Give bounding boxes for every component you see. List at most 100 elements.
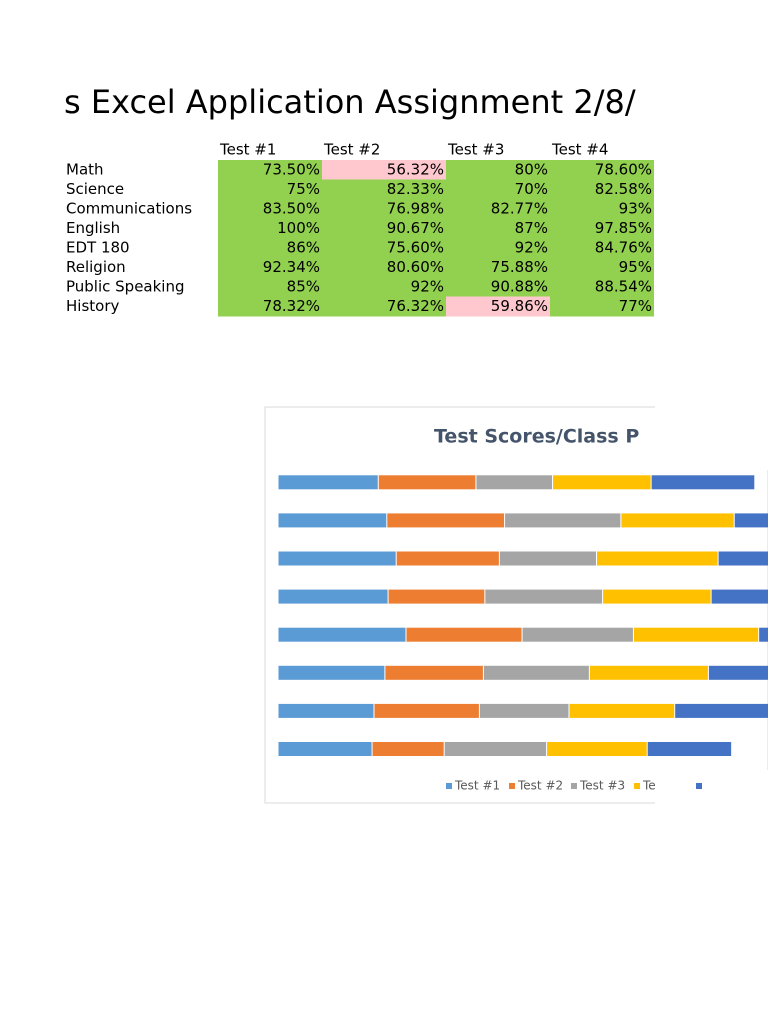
bar-segment: [278, 742, 372, 756]
row-label: Religion: [66, 258, 126, 276]
row-label: Public Speaking: [66, 277, 185, 295]
legend-swatch: [509, 783, 515, 789]
cell-fill: [322, 238, 446, 258]
bar-segment: [734, 513, 768, 528]
column-header: Test #2: [323, 141, 380, 159]
cell-value: 70%: [515, 180, 548, 198]
row-label: History: [66, 297, 119, 315]
cell-fill: [218, 277, 322, 297]
cell-fill: [446, 238, 550, 258]
bar-segment: [278, 665, 385, 680]
cell-value: 86%: [287, 238, 320, 256]
bar-segment: [759, 627, 768, 642]
bar-segment: [374, 703, 479, 718]
legend-swatch: [571, 783, 577, 789]
bar-segment: [547, 742, 647, 756]
cell-value: 82.58%: [595, 180, 652, 198]
cell-value: 77%: [619, 297, 652, 315]
cell-value: 73.50%: [263, 160, 320, 178]
cell-value: 75.60%: [387, 238, 444, 256]
bar-segment: [278, 627, 406, 642]
cell-value: 100%: [277, 219, 320, 237]
cell-value: 78.60%: [595, 160, 652, 178]
bar-segment: [444, 742, 547, 756]
cell-fill: [322, 160, 446, 180]
cell-fill: [218, 257, 322, 278]
cell-fill: [322, 296, 446, 317]
cell-value: 93%: [619, 199, 652, 217]
cell-value: 75%: [287, 180, 320, 198]
page-cut: [655, 0, 768, 470]
bar-segment: [278, 703, 374, 718]
legend-swatch: [634, 783, 640, 789]
cell-fill: [550, 277, 654, 297]
cell-value: 85%: [287, 277, 320, 295]
bar-segment: [675, 703, 768, 718]
cell-fill: [218, 218, 322, 239]
cell-fill: [322, 199, 446, 219]
page-title: s Excel Application Assignment 2/8/: [64, 83, 636, 121]
cell-fill: [322, 179, 446, 200]
row-label: EDT 180: [66, 238, 130, 256]
legend-swatch: [696, 783, 702, 789]
cell-fill: [322, 277, 446, 297]
bar-segment: [387, 513, 505, 528]
bar-segment: [522, 627, 633, 642]
cell-fill: [550, 199, 654, 219]
bar-segment: [621, 513, 734, 528]
cell-fill: [322, 257, 446, 278]
bar-segment: [718, 551, 768, 566]
bar-segment: [396, 551, 499, 566]
cell-fill: [446, 296, 550, 317]
cell-value: 80%: [515, 160, 548, 178]
column-header: Test #3: [447, 141, 504, 159]
bar-segment: [505, 513, 621, 528]
cell-fill: [218, 296, 322, 317]
cell-fill: [550, 160, 654, 180]
legend-label: Te: [642, 779, 656, 793]
cell-fill: [218, 199, 322, 219]
row-label: Communications: [66, 199, 192, 217]
cell-value: 83.50%: [263, 199, 320, 217]
bar-segment: [708, 665, 768, 680]
bar-segment: [278, 513, 387, 528]
cell-value: 84.76%: [595, 238, 652, 256]
cell-fill: [550, 218, 654, 239]
cell-value: 78.32%: [263, 297, 320, 315]
bar-segment: [278, 475, 378, 490]
bar-segment: [406, 627, 522, 642]
bar-segment: [499, 551, 596, 566]
cell-value: 92%: [515, 238, 548, 256]
cell-fill: [550, 238, 654, 258]
bar-segment: [372, 742, 444, 756]
cell-fill: [550, 296, 654, 317]
legend-swatch: [446, 783, 452, 789]
bar-segment: [485, 589, 603, 604]
legend-label: Test #1: [454, 779, 500, 793]
bar-segment: [388, 589, 485, 604]
cell-value: 80.60%: [387, 258, 444, 276]
cell-value: 76.98%: [387, 199, 444, 217]
bar-segment: [278, 589, 388, 604]
cell-value: 88.54%: [595, 277, 652, 295]
bar-segment: [483, 665, 589, 680]
cell-value: 92%: [411, 277, 444, 295]
bar-segment: [476, 475, 553, 490]
legend-label: Test #2: [517, 779, 563, 793]
bar-segment: [711, 589, 768, 604]
bar-segment: [589, 665, 708, 680]
column-header: Test #1: [219, 141, 276, 159]
cell-fill: [446, 218, 550, 239]
bar-segment: [569, 703, 675, 718]
bar-segment: [378, 475, 476, 490]
row-label: English: [66, 219, 120, 237]
cell-value: 75.88%: [491, 258, 548, 276]
legend-label: Test #3: [579, 779, 625, 793]
cell-fill: [218, 160, 322, 180]
cell-fill: [322, 218, 446, 239]
row-label: Math: [66, 160, 104, 178]
cell-fill: [550, 179, 654, 200]
page-cut: [655, 770, 768, 810]
cell-value: 82.33%: [387, 180, 444, 198]
cell-fill: [446, 199, 550, 219]
